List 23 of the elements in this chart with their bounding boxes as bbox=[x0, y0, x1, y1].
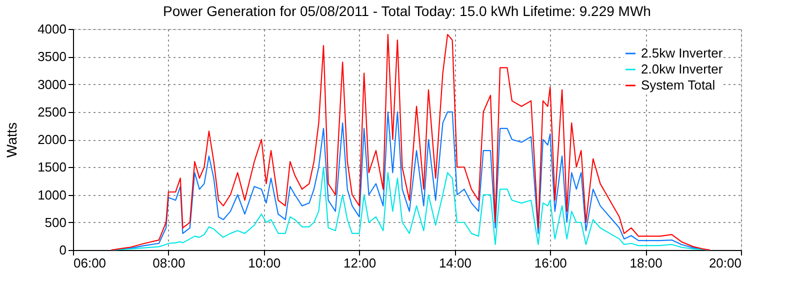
x-tick-label: 12:00 bbox=[344, 256, 376, 270]
line-series bbox=[110, 166, 711, 251]
x-tick-label: 08:00 bbox=[152, 256, 186, 270]
y-tick-label: 3500 bbox=[38, 49, 66, 64]
y-tick-label: 4000 bbox=[38, 22, 66, 36]
x-tick-label: 16:00 bbox=[534, 256, 567, 270]
legend-label: 2.0kw Inverter bbox=[641, 62, 724, 76]
x-tick-label: 18:00 bbox=[630, 256, 662, 270]
legend-label: System Total bbox=[641, 78, 716, 92]
legend-label: 2.5kw Inverter bbox=[641, 46, 724, 60]
y-tick-label: 1000 bbox=[38, 187, 66, 202]
y-tick-label: 500 bbox=[44, 214, 66, 230]
y-axis-title: Watts bbox=[4, 122, 20, 158]
y-tick-label: 2500 bbox=[38, 104, 66, 120]
chart-title: Power Generation for 05/08/2011 - Total Today: 15.0 kWh Lifetime: 9.229 MWh bbox=[163, 3, 651, 19]
y-tick-label: 0 bbox=[59, 242, 66, 258]
y-tick-label: 3000 bbox=[38, 76, 66, 92]
x-tick-label: 06:00 bbox=[74, 256, 106, 270]
y-tick-label: 1500 bbox=[38, 160, 66, 175]
x-tick-label: 14:00 bbox=[438, 256, 472, 270]
y-tick-label: 2000 bbox=[38, 132, 66, 147]
x-tick-label: 10:00 bbox=[248, 256, 281, 270]
x-tick-label: 20:00 bbox=[708, 256, 742, 270]
